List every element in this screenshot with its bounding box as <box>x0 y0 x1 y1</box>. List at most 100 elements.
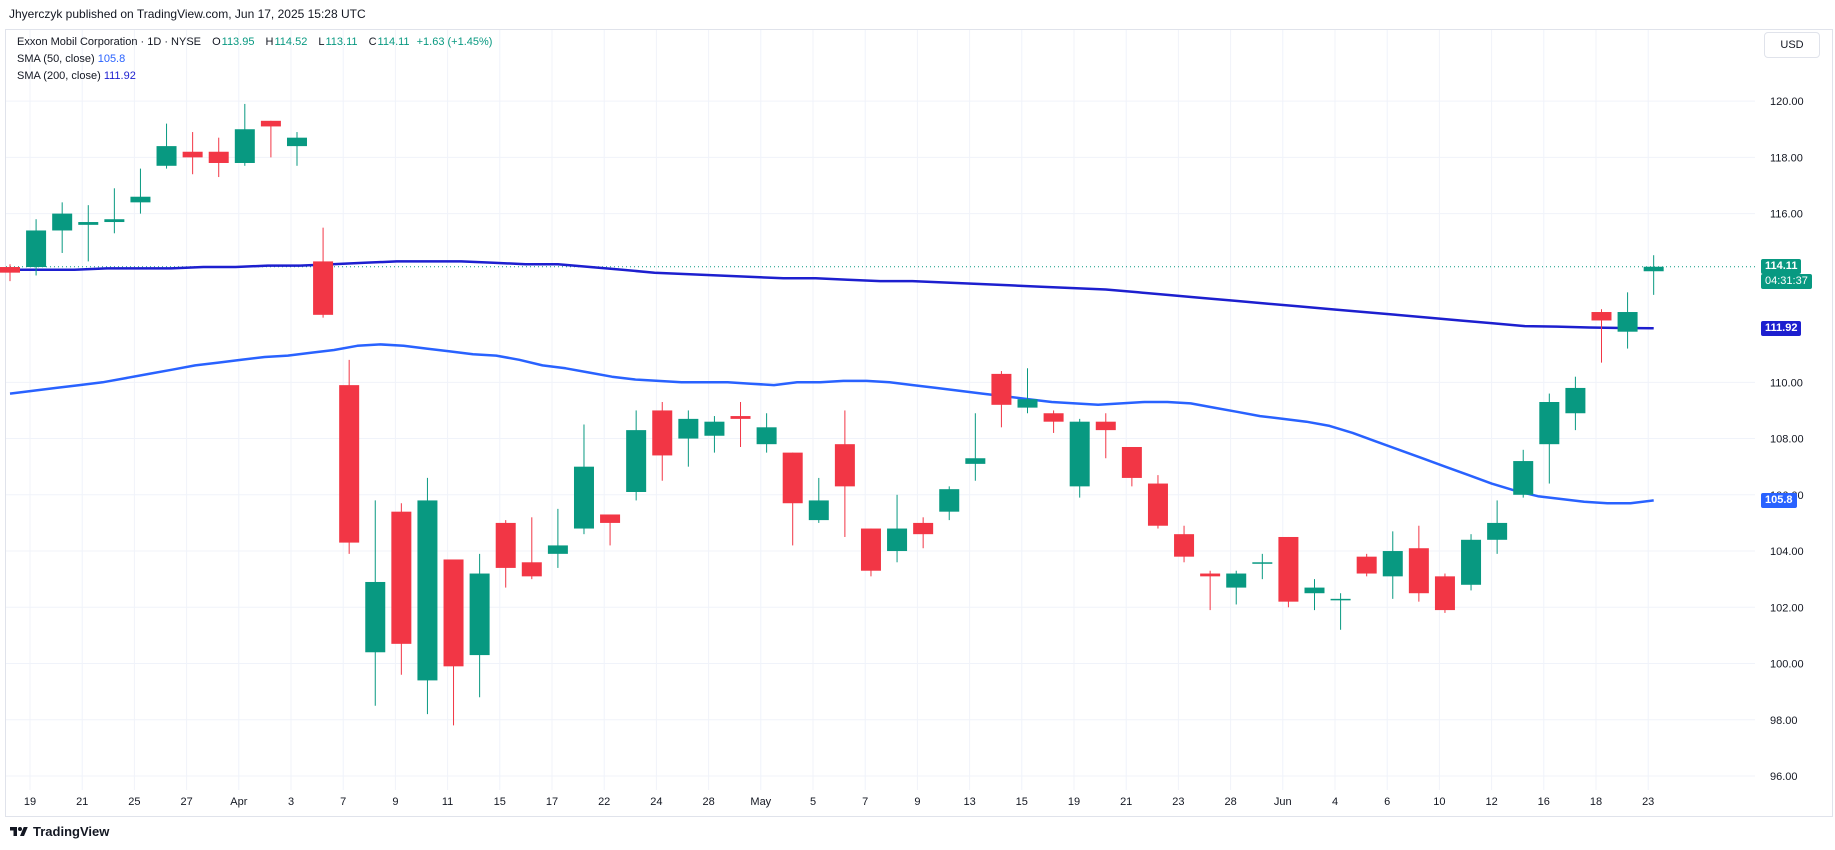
candle <box>1513 449 1534 498</box>
candle-body <box>313 261 334 315</box>
x-tick-label: 9 <box>392 796 398 808</box>
x-tick-label: 12 <box>1485 796 1497 808</box>
candle <box>1017 368 1038 414</box>
legend-sma200[interactable]: SMA (200, close) 111.92 <box>17 70 136 82</box>
candle-body <box>1147 483 1168 526</box>
candle-body <box>600 514 621 523</box>
candle <box>1069 418 1090 498</box>
candle-body <box>652 410 673 456</box>
x-tick-label: 5 <box>810 796 816 808</box>
candle <box>1487 500 1508 554</box>
x-tick-label: 15 <box>494 796 506 808</box>
candle <box>939 486 960 521</box>
candle-body <box>443 559 464 667</box>
candle <box>1304 579 1325 611</box>
candle-body <box>1461 539 1482 585</box>
candle <box>1408 525 1429 602</box>
candle <box>130 168 151 214</box>
candle-body <box>469 573 490 656</box>
candle-body <box>1434 576 1455 611</box>
candle-body <box>365 581 386 653</box>
candle <box>1147 475 1168 529</box>
candle-body <box>1382 551 1403 577</box>
candle <box>182 132 203 175</box>
candle <box>391 503 412 675</box>
candle-body <box>1408 548 1429 594</box>
candle-body <box>0 267 20 273</box>
candle <box>573 424 594 535</box>
x-tick-label: 16 <box>1538 796 1550 808</box>
candle <box>1095 413 1116 459</box>
candle-body <box>260 120 281 127</box>
x-tick-label: 19 <box>24 796 36 808</box>
x-tick-label: 7 <box>340 796 346 808</box>
x-tick-label: 3 <box>288 796 294 808</box>
x-tick-label: May <box>750 796 771 808</box>
legend-close: 114.11 <box>377 36 410 48</box>
candle-body <box>808 500 829 521</box>
candle-body <box>391 511 412 644</box>
x-tick-label: Apr <box>230 796 247 808</box>
currency-button[interactable]: USD <box>1764 32 1820 58</box>
x-tick-label: 28 <box>702 796 714 808</box>
candle-body <box>782 452 803 504</box>
x-tick-label: 9 <box>914 796 920 808</box>
candle <box>704 416 725 453</box>
candle-body <box>182 151 203 158</box>
candle <box>965 413 986 481</box>
time-axis: 19 21 25 27 Apr 3 7 9 11 15 17 22 24 28 May 5 7 9 13 15 19 21… <box>24 796 1654 808</box>
candle <box>0 264 20 282</box>
candle <box>1539 393 1560 484</box>
candle <box>208 137 229 178</box>
candle <box>913 517 934 549</box>
candle-body <box>1174 534 1195 557</box>
legend-symbol: Exxon Mobil Corporation · 1D · NYSE <box>17 36 202 48</box>
sma50-label: SMA (50, close) <box>17 53 95 65</box>
x-tick-label: 27 <box>180 796 192 808</box>
x-tick-label: Jun <box>1274 796 1292 808</box>
candle-body <box>547 545 568 554</box>
candle-body <box>965 458 986 464</box>
candle <box>1252 553 1273 580</box>
candle-body <box>208 151 229 163</box>
x-tick-label: 18 <box>1590 796 1602 808</box>
candle-body <box>1330 598 1351 601</box>
y-tick-label: 102.00 <box>1770 602 1804 614</box>
candle-body <box>1252 562 1273 564</box>
candle <box>1617 292 1638 349</box>
candle-body <box>1643 266 1664 272</box>
x-tick-label: 21 <box>1120 796 1132 808</box>
candle <box>1382 531 1403 599</box>
tradingview-logo-icon <box>10 826 28 836</box>
candle-body <box>1017 399 1038 408</box>
candle-body <box>130 196 151 203</box>
candle <box>78 205 99 262</box>
candle-body <box>521 562 542 577</box>
candle <box>600 514 621 546</box>
candle <box>678 410 699 467</box>
candle-body <box>730 416 751 419</box>
candle-body <box>887 528 908 552</box>
candle <box>443 559 464 726</box>
candle <box>1278 536 1299 608</box>
candle <box>52 202 73 253</box>
candle-body <box>1487 522 1508 540</box>
candle-body <box>495 522 516 568</box>
x-tick-label: 22 <box>598 796 610 808</box>
candle-body <box>78 222 99 225</box>
publish-info: Jhyerczyk published on TradingView.com, … <box>9 7 366 21</box>
tradingview-footer[interactable]: TradingView <box>10 824 109 839</box>
candle <box>417 477 438 715</box>
candle <box>1200 570 1221 611</box>
candle <box>1591 309 1612 363</box>
countdown-tag: 04:31:37 <box>1761 274 1812 289</box>
x-tick-label: 23 <box>1172 796 1184 808</box>
candle-body <box>1565 387 1586 414</box>
candle-body <box>678 418 699 439</box>
legend-high: 114.52 <box>274 36 308 48</box>
legend-sma50[interactable]: SMA (50, close) 105.8 <box>17 53 125 65</box>
candle-body <box>286 137 307 147</box>
candle <box>1461 534 1482 591</box>
y-tick-label: 98.00 <box>1770 715 1798 727</box>
